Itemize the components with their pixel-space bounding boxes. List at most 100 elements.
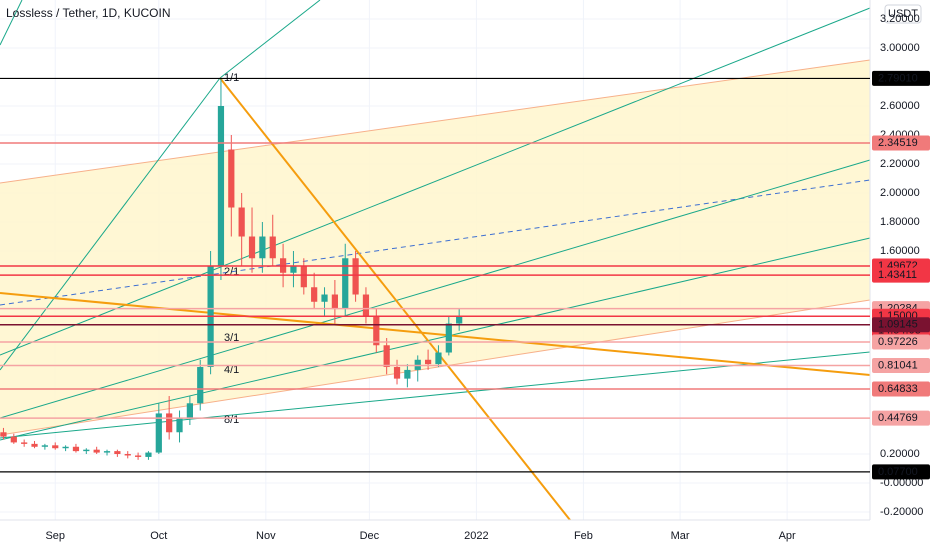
chart-title: Lossless / Tether, 1D, KUCOIN [6,6,171,20]
channel-top [0,59,871,184]
candle-body [238,207,245,237]
candle-body [52,445,59,449]
candle-body [0,432,7,437]
y-tick-label: 2.20000 [880,158,920,170]
price-label-box [872,358,930,374]
candle-body [93,449,100,453]
price-label: 0.81041 [878,359,918,371]
price-label: 1.43411 [878,269,917,281]
y-tick-label: 2.00000 [880,187,920,199]
price-label-box [872,70,930,86]
candle-body [114,451,121,455]
candle-body [456,316,463,324]
candle-body [269,236,276,259]
candle-body [393,367,401,379]
candle-body [362,294,370,317]
candle-body [321,294,328,302]
candle-body [166,413,173,433]
fan-label: 3/1 [224,332,239,344]
candle-body [404,369,411,379]
price-label: 1.09145 [878,319,918,331]
trend-line [0,292,871,376]
fan-label: 2/1 [224,266,239,278]
price-label: 0.97226 [878,336,918,348]
x-tick-label: Nov [256,530,276,542]
candle-body [424,359,432,365]
y-tick-label: -0.20000 [880,506,923,518]
price-label-box [872,267,930,283]
x-tick-label: Apr [779,530,796,542]
price-label-box [872,334,930,350]
candle-body [300,265,307,288]
candle-body [103,451,111,453]
x-tick-label: Feb [574,530,593,542]
y-tick-label: 3.00000 [880,42,920,54]
x-tick-label: Dec [360,530,380,542]
candle-body [197,367,204,404]
drawings: 1/1 2/1 3/1 4/1 8/1 [0,0,871,521]
price-label: 2.34519 [878,137,918,149]
currency: USDT [888,8,918,20]
price-label: 2.79010 [878,72,918,84]
y-tick-label: -0.00000 [880,477,923,489]
candle-body [145,452,152,457]
channel-mid [0,179,871,306]
y-tick-label: 0.20000 [880,448,920,460]
channel-bottom [0,299,871,436]
fan-line [0,77,221,371]
price-label: 0.07700 [878,466,918,478]
candle-body [186,403,193,418]
candle-body [72,446,80,452]
candle-body [21,442,28,444]
candle-body [83,449,90,452]
candle-body [259,236,266,259]
price-label-box [872,381,930,397]
fan-line [0,237,871,441]
price-label-box [872,410,930,426]
x-tick-label: 2022 [464,530,488,542]
currency-box[interactable] [884,4,922,24]
price-label: 0.64833 [878,383,918,395]
candle-body [435,352,442,365]
candle-body [352,258,359,295]
x-tick-label: Mar [671,530,690,542]
candle-body [134,455,142,457]
fan-line [0,159,871,419]
candle-body [10,436,17,443]
candle-body [176,417,183,433]
fan-line [0,7,871,356]
fan-line [0,0,23,46]
candle-body [124,454,131,456]
price-label-box [872,317,930,333]
candle-body [31,443,38,447]
candle-body [248,236,256,259]
fan-label: 4/1 [224,364,239,376]
fan-line [0,351,871,439]
x-tick-label: Sep [45,530,65,542]
price-label: 0.44769 [878,412,918,424]
candle-body [290,265,297,273]
y-tick-label: 2.60000 [880,100,920,112]
y-tick-label: 3.20000 [880,13,920,25]
candle-body [445,323,452,353]
candle-body [311,287,318,302]
candle-body [155,413,162,453]
candle-body [217,106,225,266]
y-tick-label: 1.60000 [880,245,920,257]
trend-line [219,77,571,521]
fan-line [219,0,321,79]
price-label-box [872,464,930,480]
fan-label: 8/1 [224,414,239,426]
y-tick-label: 1.80000 [880,216,920,228]
candle-body [342,258,349,310]
x-tick-label: Oct [150,530,167,542]
candle-body [228,149,235,208]
candle-body [62,446,69,449]
price-label-box [872,135,930,151]
candle-body [41,445,48,447]
channel-fill [0,60,870,435]
candle-body [373,316,380,346]
candle-body [331,294,338,310]
candle-body [383,345,390,368]
